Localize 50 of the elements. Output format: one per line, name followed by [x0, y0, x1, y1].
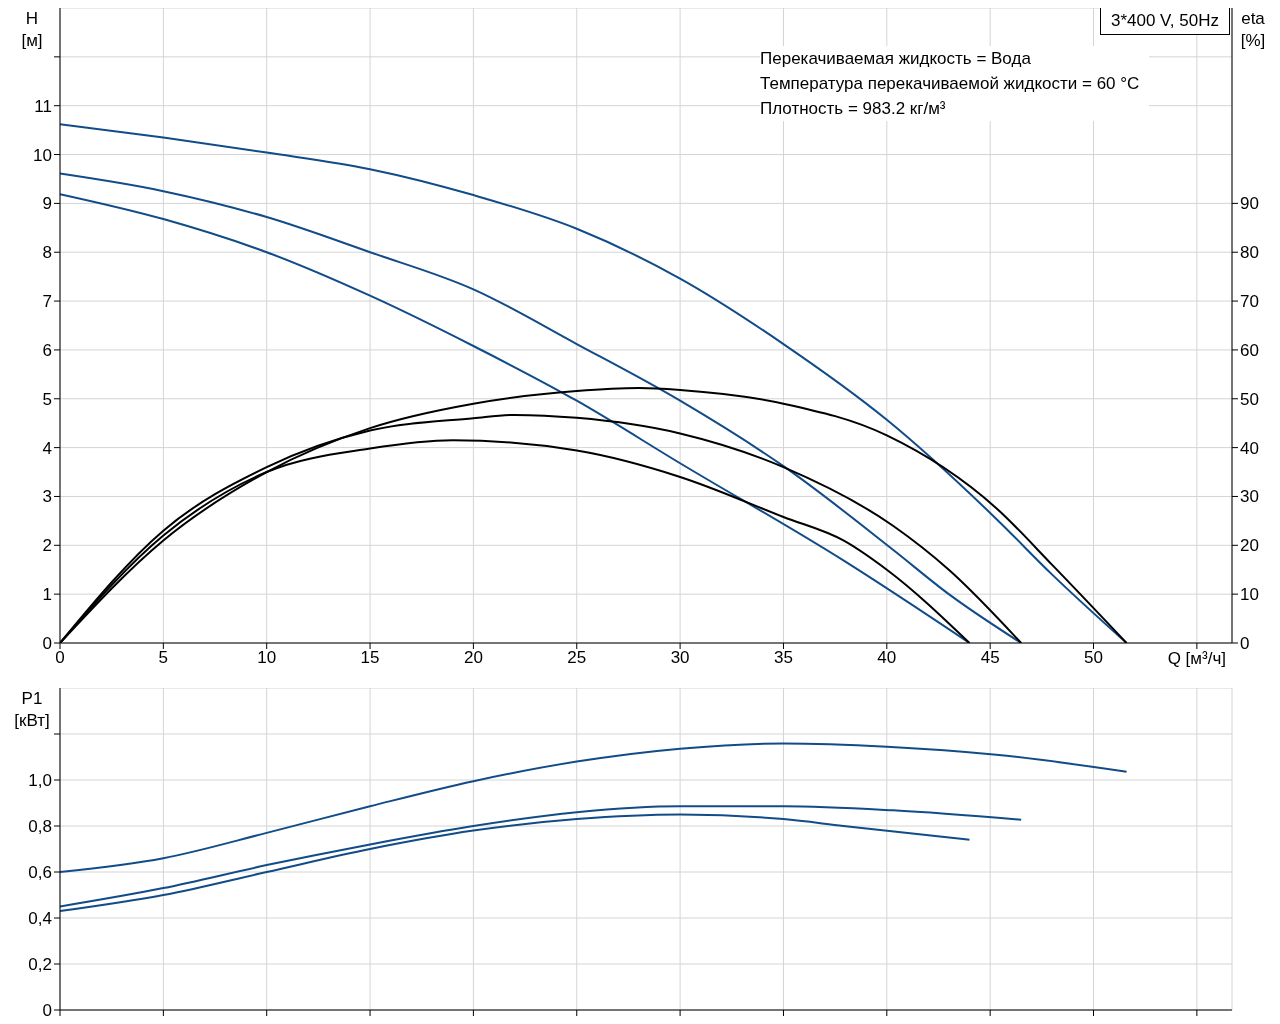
y2-tick-label: 70: [1240, 292, 1259, 312]
y-tick-label: 10: [33, 145, 52, 165]
x-tick-label: 20: [463, 648, 483, 668]
y-tick-label: 3: [42, 487, 52, 507]
y-tick-label: 1,0: [28, 771, 52, 791]
y2-tick-label: 30: [1240, 487, 1259, 507]
y-tick-label: 4: [42, 438, 52, 458]
y-tick-label: 0,6: [28, 863, 52, 883]
annotation: Плотность = 983.2 кг/м³: [760, 98, 947, 120]
y-tick-label: 2: [42, 536, 52, 556]
annotation: Температура перекачиваемой жидкости = 60 °C: [760, 73, 1140, 95]
x-tick-label: 10: [257, 648, 277, 668]
x-tick-label: 30: [670, 648, 690, 668]
y2-tick-label: 40: [1240, 438, 1259, 458]
x-tick-label: 5: [158, 648, 169, 668]
line-series: [60, 742, 1128, 873]
x-tick-label: 40: [877, 648, 897, 668]
y2-tick-label: 60: [1240, 340, 1259, 360]
y2-tick-label: 20: [1240, 536, 1259, 556]
y2-axis-title: eta [%]: [1234, 8, 1272, 52]
x-axis-title: Q [м³/ч]: [1165, 649, 1228, 669]
x-tick-label: 25: [567, 648, 587, 668]
x-tick-label: 15: [360, 648, 380, 668]
x-tick-label: 35: [774, 648, 793, 668]
y-tick-label: 11: [34, 96, 52, 116]
y-tick-label: 7: [42, 292, 52, 312]
y-tick-label: 6: [42, 340, 52, 360]
y-tick-label: 0,8: [28, 817, 52, 837]
y2-tick-label: 50: [1240, 389, 1259, 409]
annotation: Перекачиваемая жидкость = Вода: [760, 48, 1032, 70]
y-axis-title: H [м]: [8, 8, 56, 52]
y2-tick-label: 80: [1240, 243, 1259, 263]
chart-title: 3*400 V, 50Hz: [1099, 8, 1230, 35]
x-tick-label: 45: [980, 648, 1000, 668]
y-tick-label: 8: [42, 243, 52, 263]
line-series: [60, 805, 1023, 908]
line-series: [60, 813, 971, 913]
y-tick-label: 9: [42, 194, 52, 214]
y-tick-label: 1: [42, 585, 52, 605]
y-axis-title: P1 [кВт]: [8, 688, 56, 732]
y2-tick-label: 0: [1240, 634, 1250, 654]
y2-tick-label: 10: [1240, 585, 1259, 605]
y-tick-label: 0: [42, 634, 52, 654]
x-tick-label: 0: [55, 648, 65, 668]
y-tick-label: 0: [42, 1001, 52, 1021]
y-tick-label: 0,2: [28, 955, 52, 975]
y2-tick-label: 90: [1240, 194, 1259, 214]
x-tick-label: 50: [1084, 648, 1103, 668]
y-tick-label: 5: [42, 389, 52, 409]
y-tick-label: 0,4: [28, 909, 52, 929]
